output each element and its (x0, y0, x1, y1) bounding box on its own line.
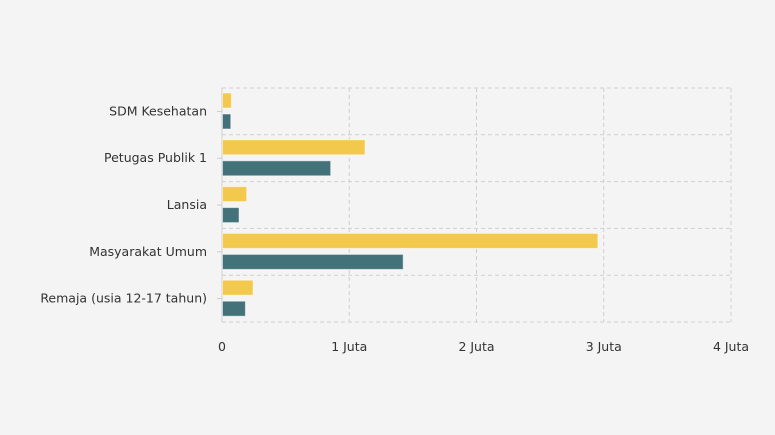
category-label: Lansia (167, 197, 207, 212)
bar-teal (222, 207, 240, 224)
bar-teal (222, 160, 332, 177)
bar-yellow (222, 139, 366, 156)
category-label: Remaja (usia 12-17 tahun) (40, 291, 207, 306)
category-label: Masyarakat Umum (89, 244, 207, 259)
bar-teal (222, 253, 404, 270)
x-tick-label: 2 Juta (458, 339, 494, 354)
bar-teal (222, 300, 246, 317)
bar-yellow (222, 186, 248, 203)
bar-yellow (222, 92, 232, 109)
category-label: Petugas Publik 1 (104, 150, 207, 165)
bar-teal (222, 113, 232, 130)
x-tick-label: 4 Juta (713, 339, 749, 354)
bar-yellow (222, 279, 254, 296)
x-tick-label: 3 Juta (586, 339, 622, 354)
category-label: SDM Kesehatan (109, 103, 207, 118)
x-tick-label: 1 Juta (331, 339, 367, 354)
x-tick-label: 0 (218, 339, 226, 354)
bar-yellow (222, 232, 599, 249)
